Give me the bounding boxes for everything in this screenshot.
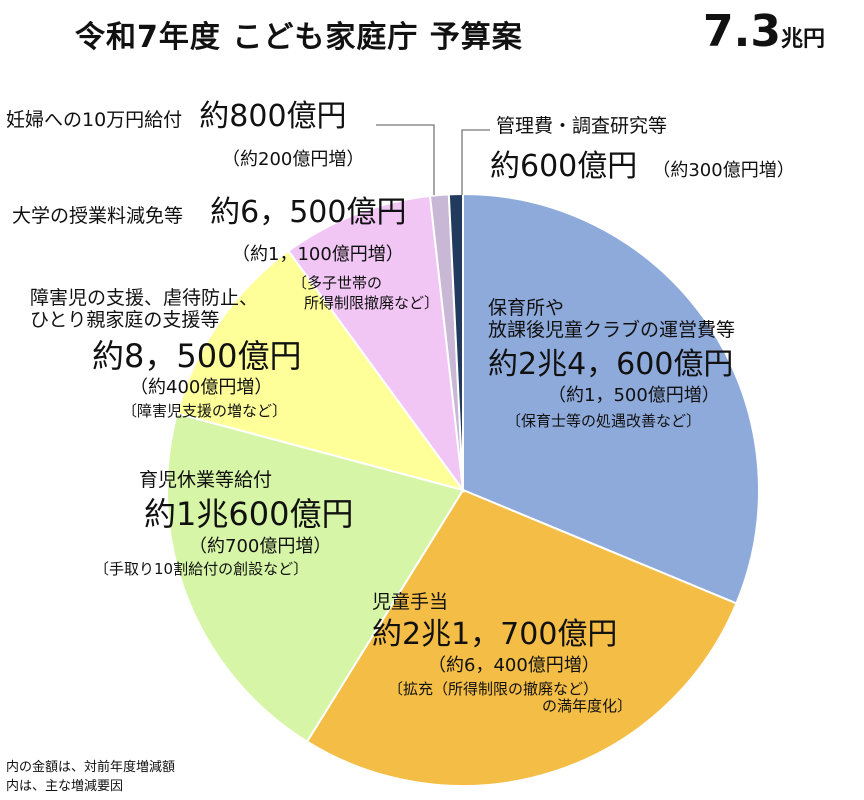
hoiku-name-line1: 保育所や — [488, 297, 565, 319]
hoiku-reason: 〔保育士等の処遇改善など〕 — [506, 411, 702, 430]
shogai-reason: 〔障害児支援の増など〕 — [122, 402, 288, 421]
jido-reason-line2: の満年度化〕 — [542, 697, 633, 716]
label-ikuji: 育児休業等給付 約1兆600億円 （約700億円増） 〔手取り10割給付の創設な… — [84, 469, 354, 579]
pie-slice-0 — [462, 192, 760, 605]
pie-slice-2 — [166, 412, 465, 743]
label-ninpu: 妊婦への10万円給付 約800億円 — [6, 99, 347, 135]
total-budget: 7.3兆円 — [703, 6, 825, 57]
shogai-name-line2: ひとり親家庭の支援等 — [30, 308, 220, 331]
daigaku-amount: 約6，500億円 — [210, 195, 407, 230]
ninpu-name: 妊婦への10万円給付 — [6, 109, 183, 131]
footnote-line1: 内の金額は、対前年度増減額 — [6, 760, 176, 775]
total-unit: 兆円 — [780, 27, 825, 52]
page-title: 令和7年度 こども家庭庁 予算案 — [75, 20, 523, 55]
hoiku-increase: （約1，500億円増） — [548, 385, 720, 407]
shogai-name-line1: 障害児の支援、虐待防止、 — [30, 287, 259, 309]
ninpu-amount: 約800億円 — [199, 99, 347, 134]
kanri-name: 管理費・調査研究等 — [496, 115, 668, 137]
kanri-amount: 約600億円 — [490, 149, 638, 184]
ninpu-increase: （約200億円増） — [222, 149, 365, 170]
ikuji-amount: 約1兆600億円 — [144, 494, 354, 533]
jido-amount: 約2兆1，700億円 — [372, 616, 618, 652]
daigaku-reason-line2: 所得制限撤廃など〕 — [304, 294, 440, 312]
daigaku-name: 大学の授業料減免等 — [12, 205, 184, 227]
label-hoiku: 保育所や 放課後児童クラブの運営費等 約2兆4，600億円 （約1，500億円増… — [488, 297, 736, 430]
label-jido: 児童手当 約2兆1，700億円 （約6，400億円増） 〔拡充（所得制限の撤廃な… — [372, 591, 633, 716]
footnote-line2: 内は、主な増減要因 — [6, 779, 124, 794]
daigaku-reason-line1: 〔多子世帯の — [292, 274, 383, 292]
daigaku-increase: （約1，100億円増） — [232, 244, 404, 265]
kanri-increase: （約300億円増） — [652, 160, 795, 181]
pie-slice-1 — [305, 488, 738, 787]
pie-slice-3 — [175, 249, 466, 492]
shogai-increase: （約400億円増） — [130, 377, 273, 399]
pie-slice-6 — [447, 192, 464, 491]
label-kanri: 約600億円 （約300億円増） — [490, 149, 795, 185]
label-shogai: 障害児の支援、虐待防止、 ひとり親家庭の支援等 約8，500億円 （約400億円… — [30, 287, 302, 421]
ikuji-reason: 〔手取り10割給付の創設など〕 — [94, 560, 309, 579]
total-value: 7.3 — [703, 6, 781, 57]
leader-line-kanri — [461, 129, 490, 195]
jido-increase: （約6，400億円増） — [428, 655, 600, 677]
shogai-amount: 約8，500億円 — [92, 336, 302, 375]
ikuji-increase: （約700億円増） — [189, 535, 332, 557]
jido-name: 児童手当 — [372, 591, 449, 613]
pie-slice-4 — [287, 194, 465, 494]
jido-reason-line1: 〔拡充（所得制限の撤廃など） — [388, 680, 599, 699]
leader-line-ninpu — [376, 124, 435, 195]
hoiku-name-line2: 放課後児童クラブの運営費等 — [488, 318, 736, 341]
hoiku-amount: 約2兆4，600億円 — [488, 346, 734, 382]
label-daigaku: 大学の授業料減免等 約6，500億円 — [12, 195, 407, 231]
ikuji-name: 育児休業等給付 — [139, 469, 273, 491]
